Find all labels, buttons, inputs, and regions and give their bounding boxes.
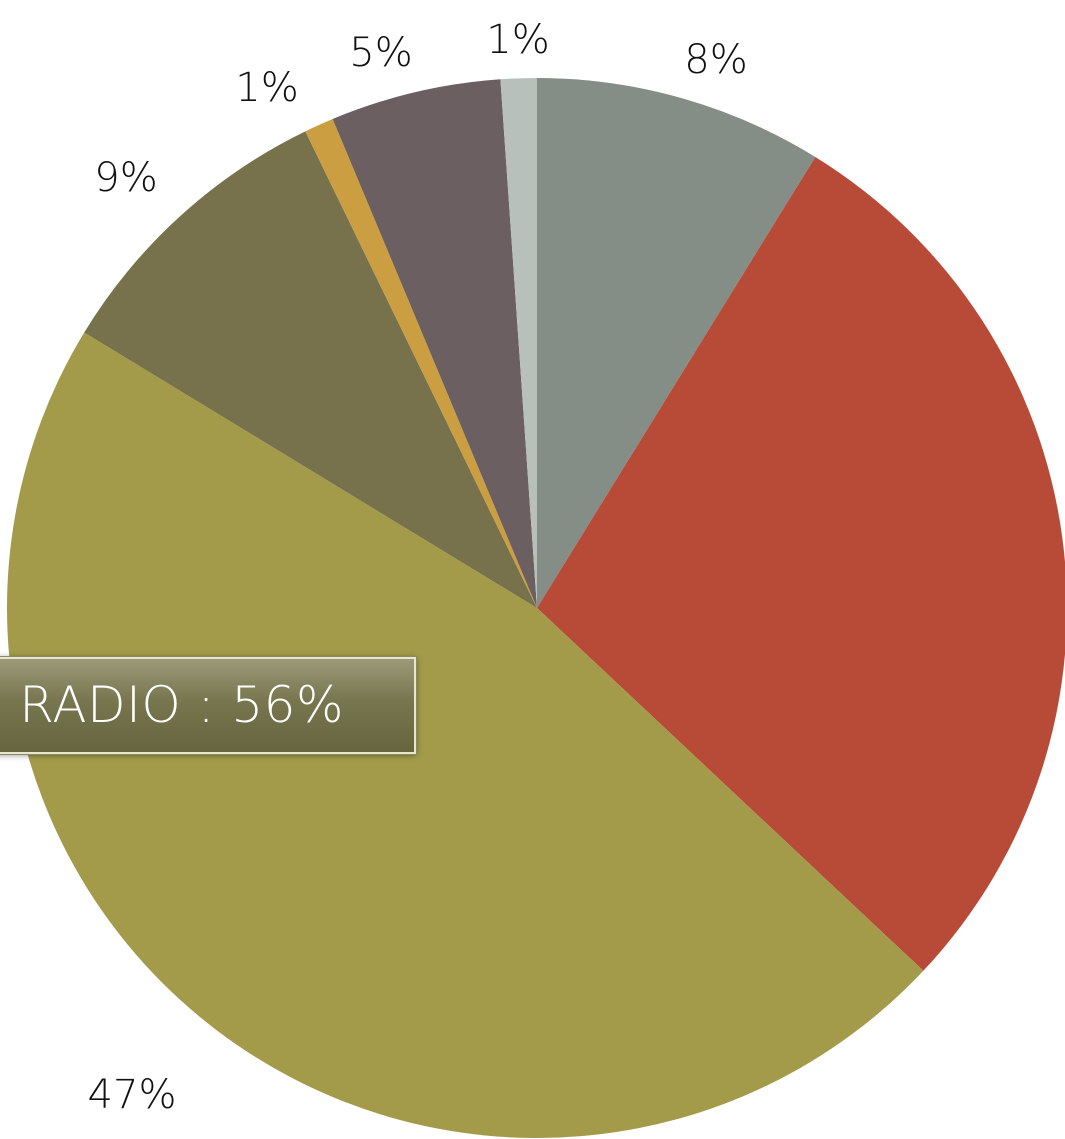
slice-label: 9%	[94, 155, 157, 201]
slice-label: 1%	[235, 65, 298, 111]
slice-label: 8%	[684, 37, 747, 83]
tooltip-text: RADIO : 56%	[19, 676, 344, 734]
slice-label: 1%	[486, 17, 549, 63]
pie-slice[interactable]	[537, 156, 1065, 971]
pie-labels: 8% 47% 9% 1% 5% 1%	[88, 17, 748, 1118]
pie-slice[interactable]	[305, 118, 537, 608]
pie-slice[interactable]	[332, 79, 537, 608]
slice-label: 47%	[88, 1072, 177, 1118]
pie-slice[interactable]	[7, 332, 924, 1138]
pie-slice[interactable]	[500, 78, 537, 608]
chart-tooltip: RADIO : 56%	[0, 656, 417, 755]
slice-label: 5%	[349, 30, 412, 76]
pie-slice[interactable]	[537, 77, 816, 608]
pie-slice[interactable]	[84, 131, 537, 608]
pie-slices	[7, 77, 1065, 1138]
